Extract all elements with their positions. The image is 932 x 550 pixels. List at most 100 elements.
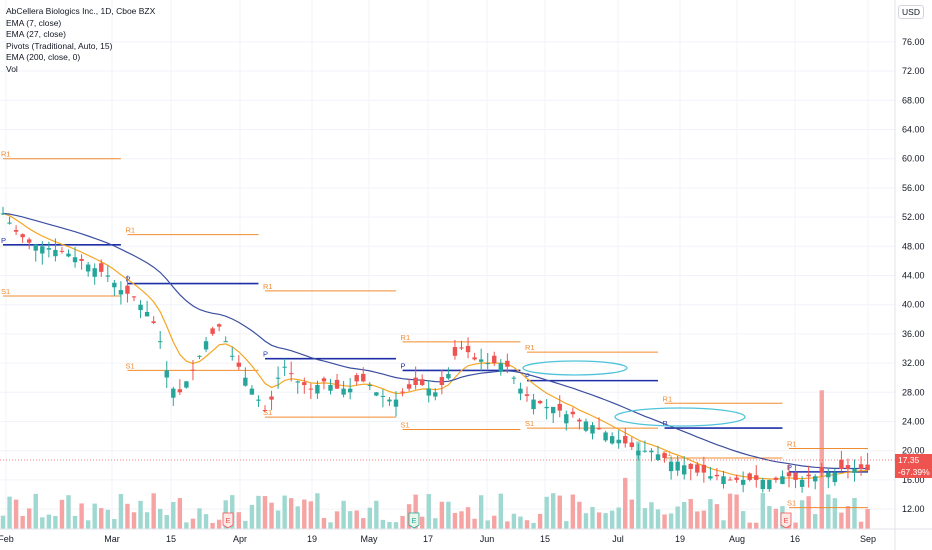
- candle-body: [852, 468, 857, 473]
- candle-body: [210, 328, 215, 334]
- volume-bar: [164, 515, 169, 529]
- volume-bar: [118, 493, 124, 529]
- volume-bar: [289, 498, 294, 529]
- ellipse-drawings: [522, 360, 746, 427]
- volume-bar: [347, 511, 353, 529]
- time-label: 19: [307, 534, 317, 544]
- candle-body: [125, 285, 130, 294]
- candle-body: [171, 388, 176, 398]
- volume-bar: [845, 506, 851, 529]
- candle-body: [531, 399, 536, 410]
- earnings-marker[interactable]: E: [780, 512, 792, 529]
- indicator-ema200[interactable]: EMA (200, close, 0): [6, 52, 81, 62]
- earnings-marker[interactable]: E: [408, 512, 420, 529]
- volume-bar: [629, 499, 634, 529]
- time-label: 16: [790, 534, 800, 544]
- volume-bar: [609, 510, 615, 529]
- candle-body: [308, 388, 314, 390]
- volume-bar: [433, 518, 438, 529]
- candle-body: [524, 394, 530, 396]
- candle-body: [328, 385, 333, 391]
- pivot-label: P: [401, 361, 406, 370]
- candle-body: [708, 476, 713, 479]
- volume-bar: [203, 514, 209, 529]
- volume-bar: [72, 515, 78, 529]
- volume-bar: [773, 508, 779, 529]
- earnings-marker[interactable]: E: [222, 512, 234, 529]
- pivot-label: P: [787, 463, 792, 472]
- change-percent-tag: -67.39%: [895, 466, 932, 478]
- chart-grid: [0, 0, 895, 529]
- candle-body: [636, 450, 641, 456]
- volume-bar: [799, 500, 805, 529]
- candle-body: [105, 275, 110, 277]
- volume-bar: [367, 507, 372, 529]
- candle-body: [334, 379, 340, 389]
- candle-body: [354, 375, 359, 382]
- time-label: 15: [540, 534, 550, 544]
- ellipse-annotation[interactable]: [522, 360, 628, 376]
- volume-bar: [636, 441, 641, 529]
- candle-body: [230, 355, 235, 357]
- ema-7-line: [2, 212, 868, 480]
- pivot-label: P: [125, 275, 130, 284]
- candle-body: [393, 399, 399, 407]
- volume-bar: [695, 511, 700, 529]
- candle-body: [256, 399, 261, 401]
- volume-bar: [230, 495, 235, 529]
- volume-bar: [210, 522, 215, 529]
- volume-bar: [439, 501, 445, 529]
- pivot-label: P: [1, 236, 6, 245]
- candle-body: [275, 377, 281, 379]
- earnings-badge: [222, 512, 234, 529]
- volume-bar: [767, 506, 772, 529]
- candle-body: [832, 472, 838, 483]
- candle-body: [151, 321, 156, 323]
- candle-body: [433, 392, 438, 397]
- candle-body: [544, 406, 549, 409]
- candle-body: [361, 373, 366, 382]
- ellipse-annotation[interactable]: [614, 407, 746, 427]
- volume-bar: [341, 500, 346, 529]
- volume-bar: [819, 390, 824, 529]
- candle-body: [321, 378, 327, 382]
- price-label: 36.00: [902, 329, 925, 339]
- price-label: 12.00: [902, 504, 925, 514]
- volume-bar: [701, 510, 707, 529]
- indicator-ema27[interactable]: EMA (27, close): [6, 29, 66, 39]
- candle-body: [472, 357, 477, 360]
- pivot-label: S1: [1, 287, 10, 296]
- volume-bar: [243, 520, 248, 529]
- volume-bar: [99, 508, 104, 529]
- volume-bar: [328, 522, 333, 529]
- indicator-vol[interactable]: Vol: [6, 63, 18, 74]
- time-axis: Feb Mar 15 Apr 19 May 17 Jun 15 Jul 19 Aug 16 Sep: [0, 528, 932, 544]
- volume-bar: [27, 508, 32, 529]
- candle-body: [642, 450, 648, 452]
- candle-body: [315, 385, 320, 394]
- candle-body: [557, 403, 562, 411]
- volume-bar: [131, 512, 137, 529]
- candle-body: [406, 384, 412, 389]
- volume-bar: [682, 501, 687, 529]
- price-label: 24.00: [902, 417, 925, 427]
- candle-body: [740, 479, 746, 485]
- candle-body: [164, 370, 169, 378]
- pivot-label: R1: [1, 150, 11, 159]
- volume-bar: [0, 515, 6, 529]
- candle-body: [249, 388, 255, 395]
- currency-button[interactable]: USD: [898, 5, 924, 19]
- volume-bar: [302, 499, 307, 529]
- volume-bar: [380, 519, 386, 529]
- indicator-pivots[interactable]: Pivots (Traditional, Auto, 15): [6, 40, 113, 51]
- indicator-ema7[interactable]: EMA (7, close): [6, 17, 62, 28]
- candle-body: [367, 385, 372, 386]
- candle-body: [112, 282, 117, 288]
- price-label: 28.00: [902, 387, 925, 397]
- ema-lines: [2, 212, 868, 480]
- volume-bar: [577, 501, 582, 529]
- candle-body: [786, 472, 792, 477]
- candle-body: [551, 406, 556, 414]
- volume-bar: [334, 511, 340, 529]
